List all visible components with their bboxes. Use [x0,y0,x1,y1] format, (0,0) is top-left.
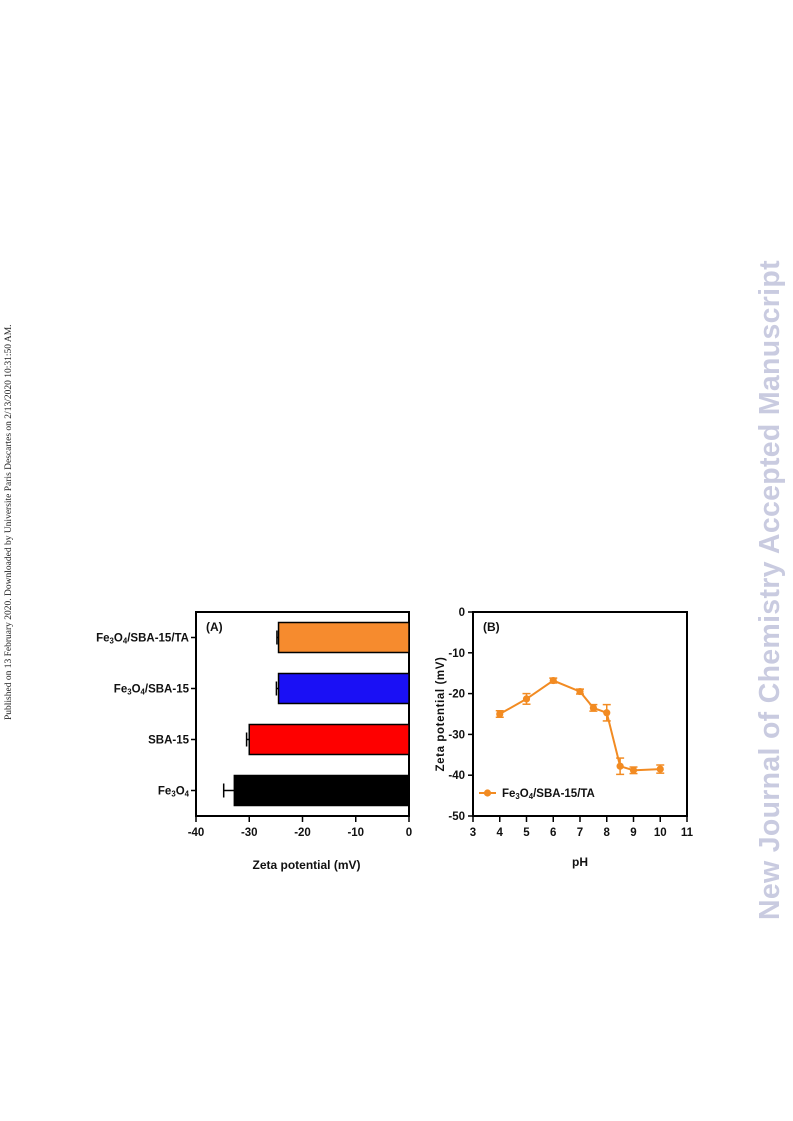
x-tick-label: 11 [681,827,694,839]
y-tick-label: -50 [448,811,465,823]
x-tick-label: 5 [523,827,530,839]
data-point [496,710,504,718]
x-tick-label: 7 [577,827,583,839]
x-tick-label: 0 [406,827,412,839]
y-axis-title-b: Zeta potential (mV) [435,657,447,772]
data-point [549,676,557,685]
x-tick-label: 9 [630,827,636,839]
y-tick-label: -20 [448,689,465,701]
x-tick-label: 10 [654,827,667,839]
chart-b-group: 0 -10 -20 -30 -40 -50 3 4 5 6 7 8 9 10 11 Fe3O4/SBA-15/… [435,607,694,869]
data-point [576,687,584,696]
x-tick-label: -20 [294,827,311,839]
x-tick-label: 8 [604,827,611,839]
data-point [522,695,531,703]
chart-b-frame [472,611,688,817]
y-tick-label: -40 [448,770,465,782]
x-tick-label: 6 [550,827,556,839]
y-tick-label: SBA-15 [148,735,190,747]
y-tick-label: Fe3O4 [158,786,190,799]
y-tick-label: -10 [448,648,465,660]
x-tick-label: -40 [188,827,205,839]
data-point [629,766,638,774]
data-point [589,704,597,712]
panel-label-b: (B) [483,620,500,634]
legend-label: Fe3O4/SBA-15/TA [502,788,595,801]
panel-label-a: (A) [206,620,223,634]
y-tick-label: Fe3O4/SBA-15 [114,684,190,697]
x-axis-title-b: pH [572,855,588,869]
y-tick-label: -30 [448,729,465,741]
x-tick-label: 4 [497,827,504,839]
x-axis-title-a: Zeta potential (mV) [252,858,360,872]
chart-a-group: Fe3O4/SBA-15/TA Fe3O4/SBA-15 SBA-15 Fe3O4 -4… [96,611,412,872]
bar [233,774,410,807]
data-point [656,765,664,773]
x-tick-label: -30 [241,827,258,839]
y-tick-label: Fe3O4/SBA-15/TA [96,633,189,646]
data-point [603,709,611,717]
x-tick-label: -10 [347,827,364,839]
bar [277,672,410,705]
bar [248,723,410,756]
x-tick-label: 3 [470,827,476,839]
y-tick-label: 0 [459,607,465,619]
data-point [616,762,624,770]
legend-marker [483,789,492,797]
